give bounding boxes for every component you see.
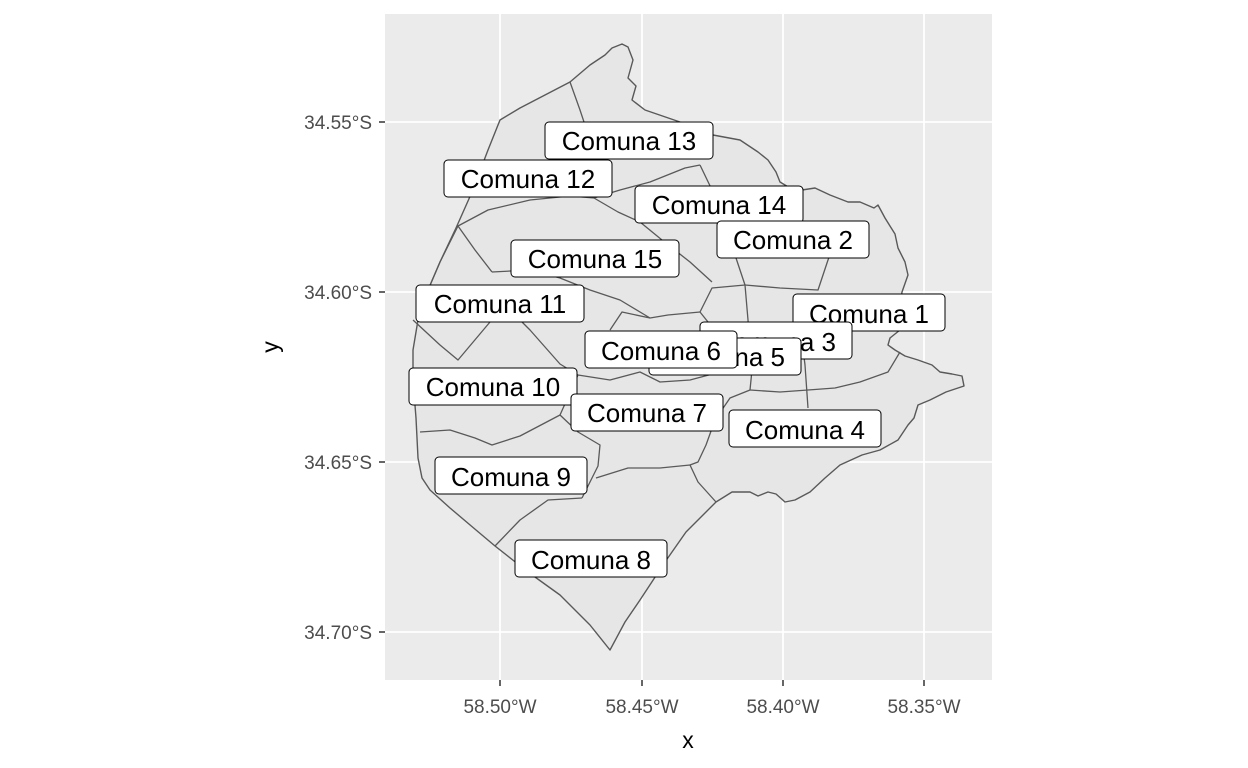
- svg-text:Comuna 12: Comuna 12: [461, 164, 595, 194]
- svg-text:Comuna 13: Comuna 13: [562, 126, 696, 156]
- svg-text:Comuna 8: Comuna 8: [531, 545, 651, 575]
- boundary-7-8: [595, 464, 717, 503]
- svg-text:Comuna 9: Comuna 9: [451, 462, 571, 492]
- comuna-label: Comuna 9: [434, 456, 588, 495]
- svg-text:Comuna 4: Comuna 4: [745, 415, 865, 445]
- comuna-label: Comuna 4: [728, 409, 882, 448]
- comuna-label: Comuna 6: [584, 330, 738, 369]
- svg-text:Comuna 14: Comuna 14: [652, 190, 786, 220]
- boundary-9-8: [494, 497, 583, 547]
- comuna-label: Comuna 12: [443, 159, 613, 198]
- svg-text:Comuna 6: Comuna 6: [601, 336, 721, 366]
- y-tick-label: 34.65°S: [304, 453, 372, 474]
- svg-text:Comuna 7: Comuna 7: [587, 398, 707, 428]
- comuna-label: Comuna 8: [514, 539, 668, 578]
- comuna-label: Comuna 2: [716, 220, 870, 259]
- x-tick-label: 58.40°W: [746, 697, 819, 718]
- axis-ticks: [379, 121, 925, 686]
- boundary-3-4: [749, 351, 901, 393]
- comuna-label: Comuna 15: [510, 239, 680, 278]
- y-axis-title: y: [257, 341, 283, 353]
- svg-text:Comuna 11: Comuna 11: [434, 289, 567, 319]
- y-tick-label: 34.60°S: [304, 283, 372, 304]
- x-tick-label: 58.45°W: [605, 697, 678, 718]
- comuna-label: Comuna 13: [544, 121, 714, 160]
- x-axis-title: x: [682, 727, 694, 753]
- comuna-label: Comuna 10: [408, 367, 578, 406]
- comuna-labels: Comuna 13 Comuna 12 Comuna 14 Comuna 2 C…: [408, 121, 946, 578]
- comuna-label: Comuna 14: [634, 185, 804, 224]
- y-tick-label: 34.55°S: [304, 113, 372, 134]
- boundary-11-12: [427, 225, 493, 291]
- svg-text:Comuna 15: Comuna 15: [528, 244, 662, 274]
- boundary-4-7: [689, 389, 751, 466]
- boundary-15-6: [609, 311, 651, 331]
- x-tick-label: 58.35°W: [887, 697, 960, 718]
- comuna-label: Comuna 11: [415, 284, 585, 323]
- y-tick-label: 34.70°S: [304, 623, 372, 644]
- comuna-label: Comuna 7: [570, 393, 724, 432]
- x-tick-label: 58.50°W: [463, 697, 536, 718]
- svg-text:Comuna 10: Comuna 10: [426, 372, 560, 402]
- svg-text:Comuna 2: Comuna 2: [733, 225, 853, 255]
- boundary-9-10: [419, 374, 579, 446]
